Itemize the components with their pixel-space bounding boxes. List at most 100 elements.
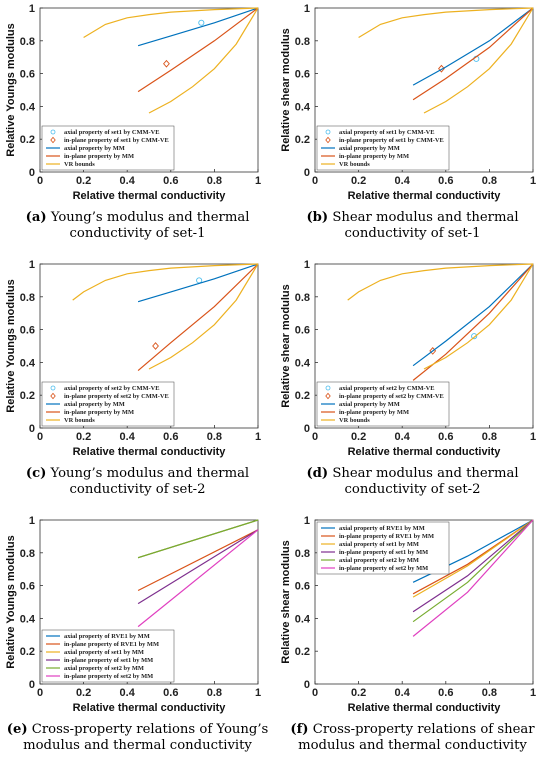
plot-frame [314, 7, 534, 173]
legend-swatch-circle [325, 385, 331, 391]
x-tick-label: 0.8 [482, 175, 497, 187]
legend-entry: VR bounds [339, 417, 370, 424]
legend-entry: in-plane property of set2 by CMM-VE [64, 393, 169, 400]
y-tick-label: 0.6 [20, 325, 35, 337]
legend: axial property of set1 by CMM-VE in-plane… [41, 125, 175, 171]
x-tick-label: 0 [37, 175, 43, 187]
series-line-5 [412, 519, 534, 637]
x-tick-label: 0.6 [438, 687, 453, 699]
legend-entry: axial property of set2 by MM [64, 665, 144, 672]
data-point-diamond [438, 64, 445, 73]
legend-box [41, 381, 175, 427]
x-tick-label: 0.4 [395, 175, 411, 187]
series-line-2 [412, 519, 534, 598]
series-line-2 [137, 7, 259, 47]
x-tick-label: 0.4 [395, 431, 411, 443]
series-line-5 [148, 7, 259, 114]
legend-swatch-diamond [50, 392, 56, 400]
y-tick-label: 0.6 [295, 325, 310, 337]
x-tick-label: 0.2 [76, 687, 91, 699]
legend-entry: in-plane property of RVE1 by MM [64, 641, 159, 648]
caption-e: (e) Cross-property relations of Young’s … [0, 722, 275, 768]
chart-e: 0 0.2 0.4 0.6 0.8 1 0 0.2 0.4 0.6 0.8 1 Relative the… [5, 515, 261, 714]
caption-c-label: (c) [25, 466, 47, 481]
legend-entry: in-plane property by MM [64, 153, 134, 160]
x-tick-label: 0.6 [163, 431, 178, 443]
x-axis-label: Relative thermal conductivity [348, 190, 502, 202]
y-axis-label: Relative shear modulus [280, 284, 292, 408]
data-point-circle [471, 333, 478, 340]
x-tick-label: 1 [530, 687, 536, 699]
chart-d: 0 0.2 0.4 0.6 0.8 1 0 0.2 0.4 0.6 0.8 1 Relative the… [280, 259, 536, 458]
legend-entry: in-plane property by MM [339, 409, 409, 416]
y-tick-label: 0.4 [20, 613, 36, 625]
legend-box [41, 125, 175, 171]
series-line-3 [137, 263, 259, 372]
y-tick-label: 0.4 [295, 357, 311, 369]
series-line-3 [412, 7, 534, 101]
x-axis-label: Relative thermal conductivity [73, 702, 227, 714]
y-tick-label: 0 [304, 167, 310, 179]
y-tick-label: 0.6 [295, 581, 310, 593]
x-tick-label: 0 [312, 687, 318, 699]
y-tick-label: 0.2 [295, 134, 310, 146]
legend-swatch-diamond [50, 136, 56, 144]
caption-e-text: Cross-property relations of Young’s modu… [23, 722, 269, 753]
panel-f: 0 0.2 0.4 0.6 0.8 1 0 0.2 0.4 0.6 0.8 1 Relative the… [275, 512, 550, 768]
series-line-3 [412, 263, 534, 381]
y-tick-label: 1 [304, 515, 310, 527]
legend-entry: axial property of set1 by CMM-VE [64, 129, 160, 136]
caption-d-label: (d) [306, 466, 329, 481]
caption-d: (d) Shear modulus and thermal conductivi… [275, 466, 550, 512]
series-line-4 [412, 519, 534, 623]
y-tick-label: 0.8 [295, 292, 310, 304]
plot-frame [39, 519, 259, 685]
x-tick-label: 0.4 [120, 431, 136, 443]
x-tick-label: 0.2 [351, 431, 366, 443]
x-tick-label: 1 [530, 431, 536, 443]
legend-entry: in-plane property by MM [64, 409, 134, 416]
legend-box [316, 521, 450, 575]
plot-frame [39, 263, 259, 429]
caption-c: (c) Young’s modulus and thermal conducti… [0, 466, 275, 512]
y-tick-label: 0.4 [295, 613, 311, 625]
legend-swatch-diamond [325, 392, 331, 400]
caption-b-text: Shear modulus and thermal conductivity o… [332, 210, 519, 241]
x-tick-label: 0.6 [438, 175, 453, 187]
series-line-3 [137, 7, 259, 93]
y-tick-label: 0.2 [295, 646, 310, 658]
caption-b-label: (b) [306, 210, 329, 225]
legend-entry: axial property by MM [64, 401, 125, 408]
caption-d-text: Shear modulus and thermal conductivity o… [332, 466, 519, 497]
legend-entry: axial property by MM [339, 145, 400, 152]
x-axis-label: Relative thermal conductivity [348, 446, 502, 458]
x-axis-label: Relative thermal conductivity [348, 702, 502, 714]
series-line-2 [137, 263, 259, 303]
y-tick-label: 0.2 [20, 390, 35, 402]
legend-swatch-circle [50, 129, 56, 135]
legend-swatch-circle [50, 385, 56, 391]
y-tick-label: 0.8 [20, 292, 35, 304]
legend-entry: axial property of set1 by CMM-VE [339, 129, 435, 136]
legend-entry: axial property of set2 by MM [339, 557, 419, 564]
y-tick-label: 0.4 [20, 101, 36, 113]
series-line-5 [148, 263, 259, 370]
y-tick-label: 1 [29, 3, 35, 15]
caption-a: (a) Young’s modulus and thermal conducti… [0, 210, 275, 256]
x-tick-label: 0 [37, 687, 43, 699]
x-axis-label: Relative thermal conductivity [73, 446, 227, 458]
panel-d: 0 0.2 0.4 0.6 0.8 1 0 0.2 0.4 0.6 0.8 1 Relative the… [275, 256, 550, 512]
legend: axial property of set1 by CMM-VE in-plane… [316, 125, 450, 171]
y-tick-label: 0.6 [295, 69, 310, 81]
y-axis-label: Relative Youngs modulus [5, 23, 17, 156]
series-line-3 [137, 529, 259, 605]
legend-box [41, 629, 175, 683]
y-tick-label: 1 [304, 3, 310, 15]
legend-entry: VR bounds [339, 161, 370, 168]
legend-entry: axial property by MM [64, 145, 125, 152]
y-tick-label: 0.6 [20, 69, 35, 81]
series-line-4 [137, 519, 259, 559]
legend-entry: in-plane property by MM [339, 153, 409, 160]
y-tick-label: 0.8 [295, 36, 310, 48]
y-tick-label: 0.8 [20, 36, 35, 48]
